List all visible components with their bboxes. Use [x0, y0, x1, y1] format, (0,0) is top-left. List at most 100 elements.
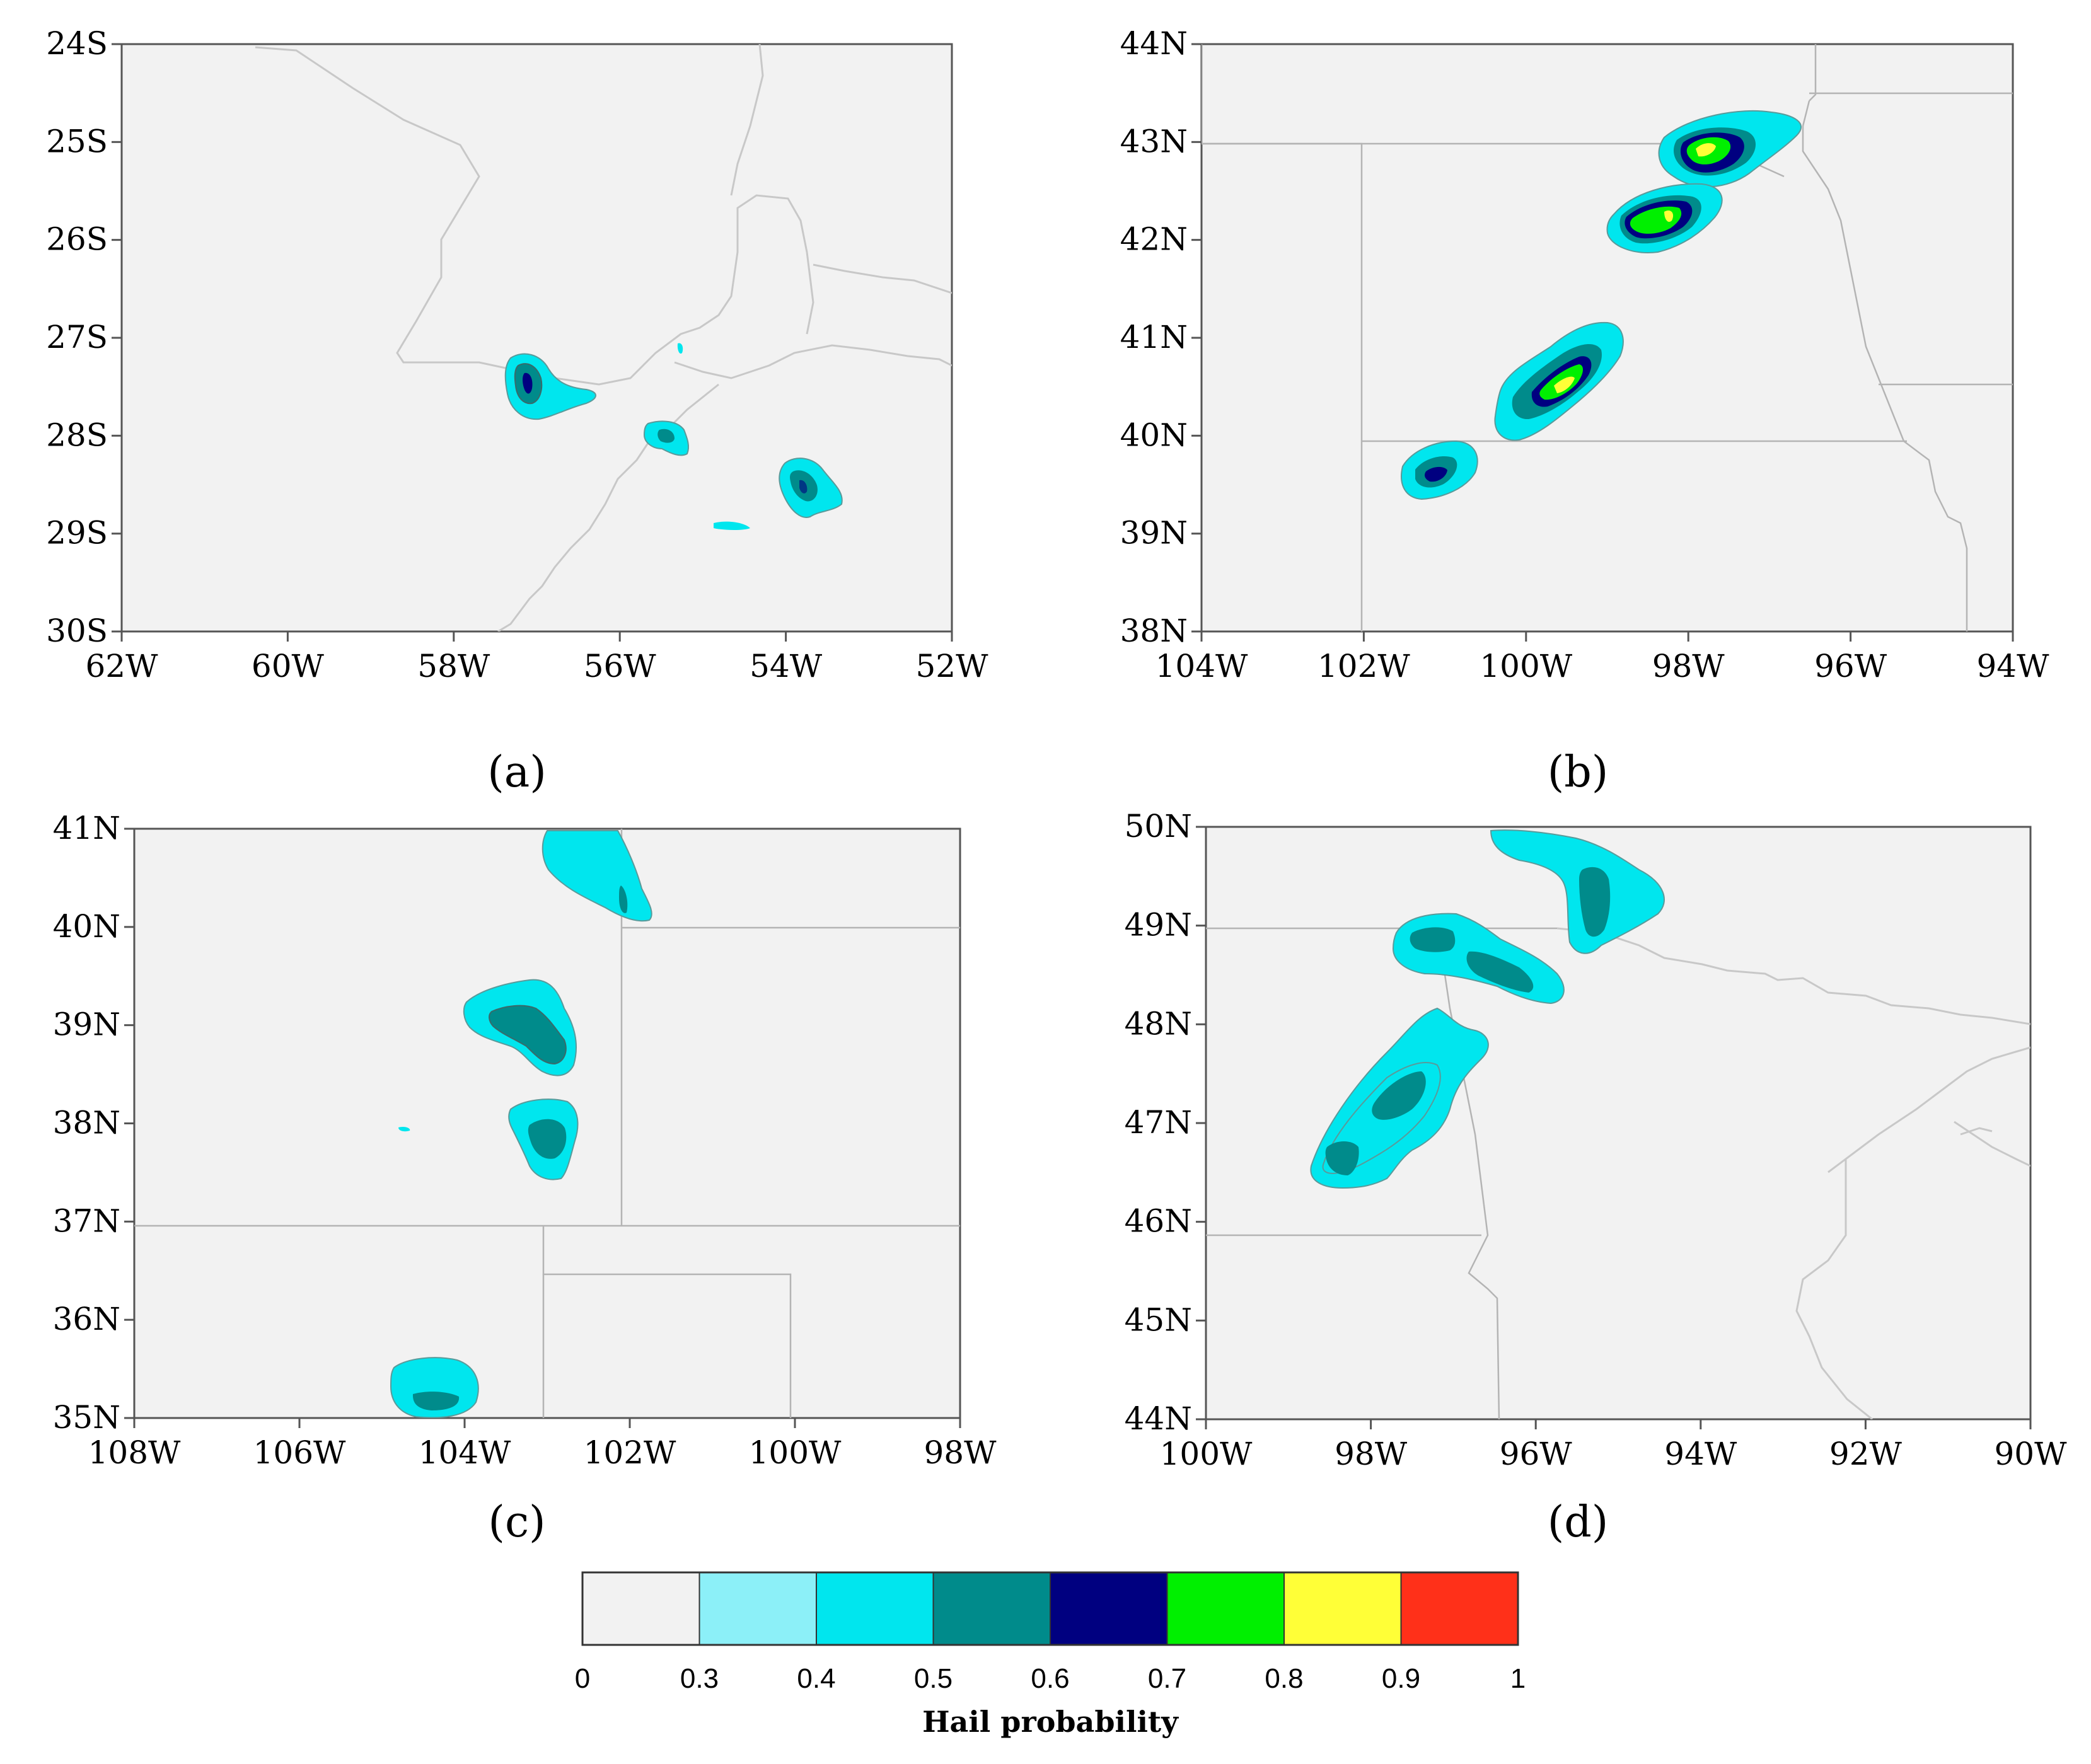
- x-tick-label: 104W: [419, 1434, 511, 1471]
- y-tick-label: 40N: [53, 908, 120, 945]
- y-axis-b: 44N 43N 42N 41N 40N 39N 38N: [1120, 25, 1202, 649]
- y-tick-label: 43N: [1120, 123, 1188, 159]
- colorbar-swatches: [582, 1572, 1519, 1646]
- y-tick-label: 44N: [1120, 25, 1188, 62]
- y-tick-label: 25S: [46, 123, 108, 159]
- x-tick-label: 56W: [584, 648, 657, 684]
- x-tick-label: 96W: [1814, 648, 1887, 684]
- x-tick-label: 104W: [1156, 648, 1248, 684]
- x-tick-label: 98W: [1652, 648, 1725, 684]
- y-axis-d: 50N 49N 48N 47N 46N 45N 44N: [1125, 808, 1206, 1437]
- panel-label-c: (c): [488, 1497, 545, 1547]
- hail-cell-d1: [1490, 829, 1665, 954]
- x-tick-label: 54W: [750, 648, 823, 684]
- y-tick-label: 30S: [46, 613, 108, 649]
- x-tick-label: 100W: [749, 1434, 842, 1471]
- borders-d: [1206, 927, 2030, 1419]
- y-tick-label: 35N: [53, 1399, 120, 1436]
- x-tick-label: 102W: [1318, 648, 1410, 684]
- y-axis-a: 24S 25S 26S 27S 28S 29S 30S: [46, 25, 122, 649]
- panel-a: 24S 25S 26S 27S 28S 29S 30S 62W 60W 58W 56W 54W 52W…: [46, 25, 988, 797]
- x-tick-label: 94W: [1976, 648, 2049, 684]
- borders-c: [134, 829, 960, 1418]
- y-tick-label: 41N: [53, 810, 120, 846]
- colorbar-tick-label: 0.8: [1265, 1663, 1303, 1694]
- colorbar-swatch: [1283, 1572, 1402, 1646]
- colorbar-tick-label: 0: [575, 1663, 590, 1694]
- x-axis-b: 104W 102W 100W 98W 96W 94W: [1156, 631, 2049, 684]
- panel-label-a: (a): [487, 747, 547, 797]
- colorbar-swatch: [1050, 1572, 1168, 1646]
- x-tick-label: 106W: [253, 1434, 346, 1471]
- y-tick-label: 42N: [1120, 221, 1188, 258]
- panel-b: 44N 43N 42N 41N 40N 39N 38N 104W 102W 100W 98W 96W…: [1120, 25, 2049, 797]
- colorbar-tick-label: 0.6: [1031, 1663, 1069, 1694]
- hail-cells-a: [504, 343, 843, 530]
- y-tick-label: 28S: [46, 417, 108, 453]
- colorbar-tick-label: 0.5: [914, 1663, 953, 1694]
- colorbar: 0 0.3 0.4 0.5 0.6 0.7 0.8 0.9 1 Hail probability: [575, 1571, 1526, 1739]
- map-frame-a: [120, 43, 953, 633]
- x-tick-label: 102W: [584, 1434, 676, 1471]
- x-tick-label: 108W: [88, 1434, 181, 1471]
- colorbar-swatch: [582, 1572, 700, 1646]
- y-tick-label: 40N: [1120, 417, 1188, 453]
- y-tick-label: 41N: [1120, 319, 1188, 355]
- colorbar-frame: [581, 1571, 1519, 1646]
- y-tick-label: 45N: [1125, 1301, 1192, 1338]
- colorbar-swatch: [698, 1572, 817, 1646]
- colorbar-swatch: [1400, 1572, 1519, 1646]
- colorbar-ticks: 0 0.3 0.4 0.5 0.6 0.7 0.8 0.9 1: [575, 1663, 1526, 1694]
- colorbar-swatch: [1166, 1572, 1285, 1646]
- y-tick-label: 46N: [1125, 1203, 1192, 1240]
- y-tick-label: 48N: [1125, 1005, 1192, 1042]
- hail-cells-d: [1310, 829, 1665, 1189]
- colorbar-tick-label: 0.9: [1382, 1663, 1420, 1694]
- x-tick-label: 52W: [915, 648, 988, 684]
- colorbar-tick-label: 0.3: [680, 1663, 719, 1694]
- y-tick-label: 50N: [1125, 808, 1192, 845]
- colorbar-tick-label: 1: [1510, 1663, 1526, 1694]
- colorbar-swatch: [932, 1572, 1051, 1646]
- x-tick-label: 96W: [1500, 1436, 1573, 1472]
- x-axis-a: 62W 60W 58W 56W 54W 52W: [85, 631, 988, 684]
- y-axis-c: 41N 40N 39N 38N 37N 36N 35N: [53, 810, 134, 1436]
- x-tick-label: 90W: [1994, 1436, 2067, 1472]
- x-tick-label: 98W: [924, 1434, 997, 1471]
- x-tick-label: 60W: [252, 648, 325, 684]
- x-tick-label: 62W: [85, 648, 158, 684]
- y-tick-label: 27S: [46, 319, 108, 355]
- colorbar-swatch: [816, 1572, 934, 1646]
- x-tick-label: 98W: [1335, 1436, 1408, 1472]
- y-tick-label: 38N: [53, 1105, 120, 1141]
- y-tick-label: 26S: [46, 221, 108, 258]
- y-tick-label: 39N: [1120, 515, 1188, 551]
- colorbar-tick-label: 0.7: [1148, 1663, 1186, 1694]
- colorbar-title: Hail probability: [922, 1705, 1179, 1739]
- x-tick-label: 100W: [1160, 1436, 1253, 1472]
- colorbar-tick-label: 0.4: [797, 1663, 835, 1694]
- x-tick-label: 92W: [1829, 1436, 1903, 1472]
- x-tick-label: 100W: [1480, 648, 1572, 684]
- x-axis-c: 108W 106W 104W 102W 100W 98W: [88, 1418, 997, 1471]
- y-tick-label: 24S: [46, 25, 108, 62]
- y-tick-label: 44N: [1125, 1400, 1192, 1437]
- y-tick-label: 29S: [46, 515, 108, 551]
- panel-d: 50N 49N 48N 47N 46N 45N 44N 100W 98W 96W 94W 92W 90…: [1125, 808, 2067, 1547]
- y-tick-label: 36N: [53, 1301, 120, 1337]
- y-tick-label: 47N: [1125, 1104, 1192, 1141]
- y-tick-label: 37N: [53, 1202, 120, 1239]
- hail-cell-a4: [714, 521, 750, 530]
- x-tick-label: 94W: [1664, 1436, 1737, 1472]
- panel-label-d: (d): [1548, 1497, 1609, 1547]
- y-tick-label: 38N: [1120, 613, 1188, 649]
- x-tick-label: 58W: [417, 648, 490, 684]
- hail-cells-c: [390, 830, 652, 1418]
- x-axis-d: 100W 98W 96W 94W 92W 90W: [1160, 1419, 2067, 1472]
- hail-cells-b: [1401, 110, 1802, 500]
- y-tick-label: 39N: [53, 1006, 120, 1043]
- y-tick-label: 49N: [1125, 907, 1192, 943]
- panel-label-b: (b): [1548, 747, 1609, 797]
